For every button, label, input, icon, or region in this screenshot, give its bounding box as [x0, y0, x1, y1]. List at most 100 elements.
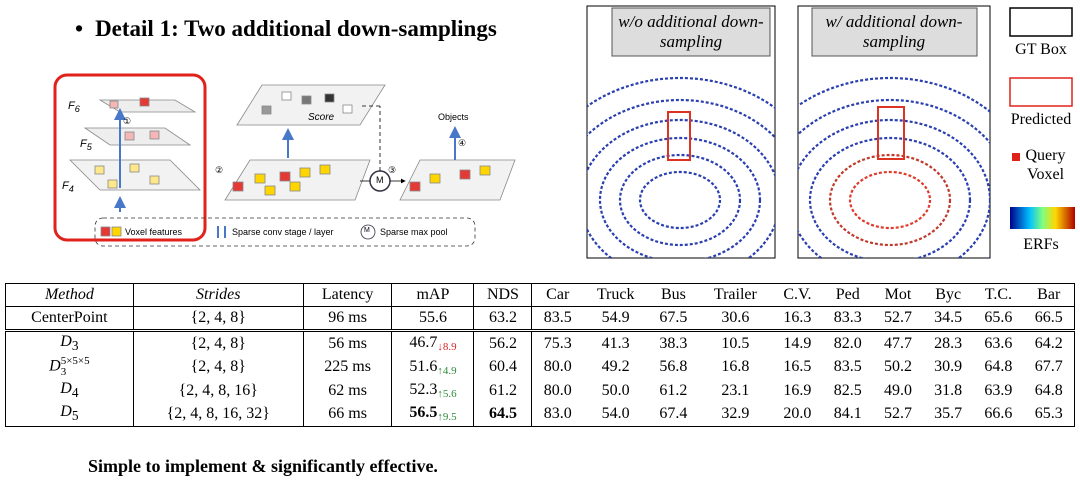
table-cell: 49.2: [601, 358, 630, 376]
figures: [53, 5, 1075, 259]
table-cell: 62 ms: [303, 379, 393, 403]
table-cell: 16.3: [772, 306, 823, 332]
table-cell: 46.7↓8.9: [391, 330, 475, 356]
image-caption: w/ additional down-sampling: [825, 12, 963, 51]
table-cell: 66.5: [1023, 306, 1075, 332]
table-cell: 20.0: [772, 402, 823, 427]
table-cell: 82.0: [833, 334, 862, 352]
table-cell: 64.8: [984, 358, 1013, 376]
legend-label: GT Box: [1015, 41, 1067, 58]
column-header: Latency: [303, 283, 393, 307]
value: 55.6: [418, 309, 447, 326]
level-label: F4: [62, 180, 74, 195]
table-cell: 56.5↑9.5: [391, 402, 475, 427]
delta: ↑4.9: [437, 364, 457, 377]
table-cell: 14.9: [783, 334, 812, 352]
table-cell: 28.3: [934, 334, 963, 352]
table-cell: 56 ms: [303, 330, 393, 356]
table-cell: 96 ms: [303, 306, 393, 332]
table-cell: 80.0: [543, 358, 572, 376]
diagram-legend: Sparse conv stage / layer: [232, 227, 334, 237]
column-header: Truck: [582, 283, 649, 307]
table-cell: 51.6↑4.9: [391, 355, 475, 380]
table-cell: 30.9: [934, 358, 963, 376]
delta: ↑9.5: [437, 411, 457, 424]
subscript: 3: [60, 366, 67, 379]
table-cell: 67.5: [648, 306, 699, 332]
table-cell: 35.7: [923, 402, 974, 427]
header-row: Method Strides Latency mAP NDS Car Truck Bus Tra…: [5, 283, 1075, 307]
value: 51.6: [409, 357, 438, 375]
slide-title: Detail 1: Two additional down-samplings: [75, 16, 497, 42]
table-cell: 61.2: [473, 379, 533, 403]
column-header: mAP: [391, 283, 475, 307]
table-cell: 56.8: [659, 358, 688, 376]
table-cell: 64.8: [1034, 381, 1063, 399]
table-cell: 54.0: [582, 402, 649, 427]
table-row: CenterPoint {2, 4, 8} 96 ms 55.6 63.2 83.5 54.…: [5, 306, 1075, 332]
table-cell: 31.8: [934, 381, 963, 399]
table-row: D4 {2, 4, 8, 16} 62 ms 52.3↑5.6 61.2 80.0 50.0…: [5, 379, 1075, 403]
table-cell: 65.3: [1023, 402, 1075, 427]
table-cell: 50.2: [883, 358, 912, 376]
table-cell: 67.7: [1034, 358, 1063, 376]
table-cell: 32.9: [698, 402, 773, 427]
column-header: T.C.: [973, 283, 1024, 307]
column-header: Ped: [822, 283, 873, 307]
legend-label: Query Voxel: [1025, 147, 1066, 183]
column-header: Trailer: [698, 283, 773, 307]
table-cell: 54.9: [582, 306, 649, 332]
table-cell: 83.5: [531, 306, 583, 332]
method-name: D: [60, 333, 72, 350]
column-header: Strides: [133, 283, 304, 307]
table-cell: D4: [5, 379, 134, 403]
table-cell: 52.7: [872, 306, 924, 332]
value: 52.3: [409, 381, 438, 399]
table-cell: D3: [5, 330, 134, 356]
column-header: Byc: [923, 283, 974, 307]
table-cell: {2, 4, 8}: [133, 355, 304, 380]
table-cell: 64.2: [1034, 334, 1063, 352]
gt-box-swatch: [1009, 7, 1073, 37]
delta: ↓8.9: [437, 341, 457, 354]
footer-text: Simple to implement & significantly effe…: [88, 456, 438, 476]
step-label: ①: [123, 116, 132, 126]
column-header: Mot: [872, 283, 924, 307]
table-cell: 83.3: [822, 306, 873, 332]
table-row: D3 {2, 4, 8} 56 ms 46.7↓8.9 56.2 75.3 41.3 38.3…: [5, 330, 1075, 356]
column-header: NDS: [473, 283, 533, 307]
table-cell: 16.8: [721, 358, 750, 376]
table-cell: 66.6: [973, 402, 1024, 427]
table-cell: 60.4: [473, 355, 533, 380]
subscript: 3: [71, 338, 79, 354]
query-swatch: [1012, 153, 1020, 161]
column-header: Bus: [648, 283, 699, 307]
column-header: Bar: [1023, 283, 1075, 307]
table-cell: 49.0: [883, 381, 912, 399]
delta: ↑5.6: [437, 388, 457, 401]
table-row: D 5×5×5 3 {2, 4, 8} 225 ms 51.6↑4.9 60.4 80.0 49…: [5, 355, 1075, 380]
table-cell: D5: [5, 402, 134, 427]
table-cell: 16.9: [783, 381, 812, 399]
diagram-legend: Sparse max pool: [380, 227, 448, 237]
table-cell: 64.5: [473, 402, 533, 427]
table-cell: {2, 4, 8, 16, 32}: [133, 402, 304, 427]
method-name: D: [49, 357, 61, 375]
table-cell: 52.7: [872, 402, 924, 427]
value: 64.5: [488, 404, 517, 422]
table-cell: 82.5: [833, 381, 862, 399]
table-cell: 84.1: [822, 402, 873, 427]
column-header: Method: [5, 283, 134, 307]
table-cell: 34.5: [923, 306, 974, 332]
step-label: ②: [215, 165, 224, 175]
level-label: F5: [80, 138, 92, 153]
superscript: 5×5×5: [60, 355, 90, 368]
table-cell: CenterPoint: [5, 306, 134, 332]
caption-box: [611, 7, 771, 57]
value: 56.5: [409, 404, 438, 422]
table-cell: 83.5: [833, 358, 862, 376]
table-cell: 63.2: [473, 306, 533, 332]
table-cell: 55.6: [391, 306, 475, 332]
column-header: Car: [531, 283, 583, 307]
pool-symbol: M: [376, 175, 384, 185]
